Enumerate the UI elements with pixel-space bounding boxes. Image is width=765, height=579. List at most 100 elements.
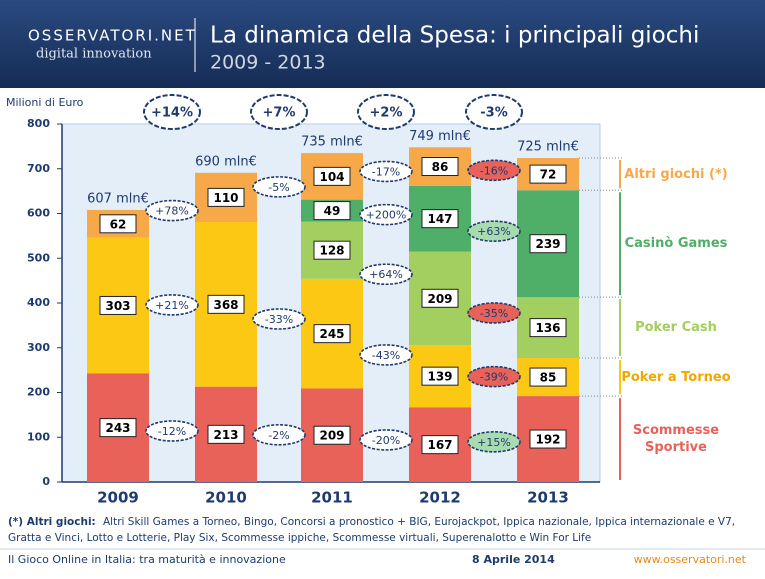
logo-tagline: digital innovation [36,47,152,62]
change-label: +64% [369,268,403,281]
value-label-box [99,418,137,438]
change-label: -5% [268,181,289,194]
total-change-badge [143,94,201,130]
value-label-box [313,240,351,260]
x-tick-label: 2011 [311,489,353,507]
legend-label: Scommesse Sportive [632,423,720,456]
change-badge [145,294,199,316]
value-label: 192 [535,433,560,447]
value-label-box [313,425,351,445]
value-label: 85 [540,371,557,385]
change-label: -16% [480,164,508,177]
value-label-box [313,201,351,221]
value-label: 303 [105,299,130,313]
footer-left: Il Gioco Online in Italia: tra maturità … [8,553,286,566]
value-label-box [529,367,567,387]
value-label: 128 [319,244,344,258]
change-badge [145,199,199,222]
legend-label: Poker Cash [635,320,717,336]
value-label-box [529,234,567,254]
change-badge [467,159,521,182]
change-badge [252,423,306,446]
total-label: 690 mln€ [195,154,257,169]
y-tick-label: 300 [27,341,50,354]
value-label-box [313,324,351,344]
legend-item: Poker Cash [635,320,717,336]
change-label: -35% [480,307,508,320]
change-badge [467,302,521,324]
value-label-box [207,424,245,444]
y-tick-label: 600 [27,207,50,220]
value-label-box [421,209,459,229]
value-label-box [99,295,137,315]
change-badge [359,160,413,183]
change-label: -39% [480,371,508,384]
logo: OSSERVATORI.NET [28,27,197,45]
value-label-box [421,435,459,455]
footer-date: 8 Aprile 2014 [472,553,555,566]
value-label: 139 [427,370,452,384]
change-badge [359,203,413,226]
change-label: +15% [477,436,511,449]
change-label: +63% [477,225,511,238]
value-label-box [529,164,567,184]
change-badge [252,308,306,330]
change-badge [467,365,521,388]
change-badge [252,176,306,198]
total-label: 725 mln€ [517,140,579,155]
legend-label: Casinò Games [624,236,728,252]
x-tick-label: 2009 [97,489,139,507]
x-tick-label: 2013 [527,489,569,507]
total-change-badge [465,94,523,130]
change-badge [359,344,413,366]
y-tick-label: 100 [27,430,50,443]
y-tick-label: 200 [27,386,50,399]
value-label: 368 [213,298,238,312]
change-label: -43% [372,349,400,362]
value-label: 62 [110,217,127,231]
legend-label: Poker a Torneo [621,369,731,385]
chart-title: La dinamica della Spesa: i principali gi… [210,23,699,49]
change-badge [467,220,521,242]
value-label: 245 [319,327,344,341]
value-label: 209 [427,292,452,306]
y-tick-label: 0 [42,475,50,488]
footnote-text: Altri Skill Games a Torneo, Bingo, Conco… [8,516,736,544]
value-label: 239 [535,237,560,251]
change-label: -17% [372,165,400,178]
total-label: 607 mln€ [87,191,149,206]
total-change-badge [357,94,415,130]
value-label: 147 [427,212,452,226]
value-label: 167 [427,438,452,452]
change-badge [359,429,413,451]
x-tick-label: 2010 [205,489,247,507]
value-label-box [207,294,245,314]
value-label: 72 [540,168,557,182]
value-label-box [207,187,245,207]
y-tick-label: 800 [27,117,50,130]
value-label: 209 [319,429,344,443]
change-badge [467,431,521,453]
legend-item: Scommesse Sportive [632,423,720,456]
value-label: 104 [319,170,344,184]
legend-item: Poker a Torneo [621,369,731,385]
change-label: -33% [265,313,293,326]
value-label-box [421,157,459,177]
y-tick-label: 700 [27,162,50,175]
change-badge [145,420,199,442]
footnote: (*) Altri giochi: [8,516,96,528]
change-label: +200% [366,209,407,222]
footer-site: www.osservatori.net [634,553,747,566]
footnote-label: (*) Altri giochi: [8,516,96,528]
legend-item: Casinò Games [624,236,728,252]
total-change-label: +14% [151,106,193,121]
change-label: +21% [155,299,189,312]
value-label: 110 [213,191,238,205]
value-label-box [313,166,351,186]
value-label-box [421,366,459,386]
change-badge [359,263,413,286]
change-label: -20% [372,434,400,447]
value-label: 86 [432,160,449,174]
